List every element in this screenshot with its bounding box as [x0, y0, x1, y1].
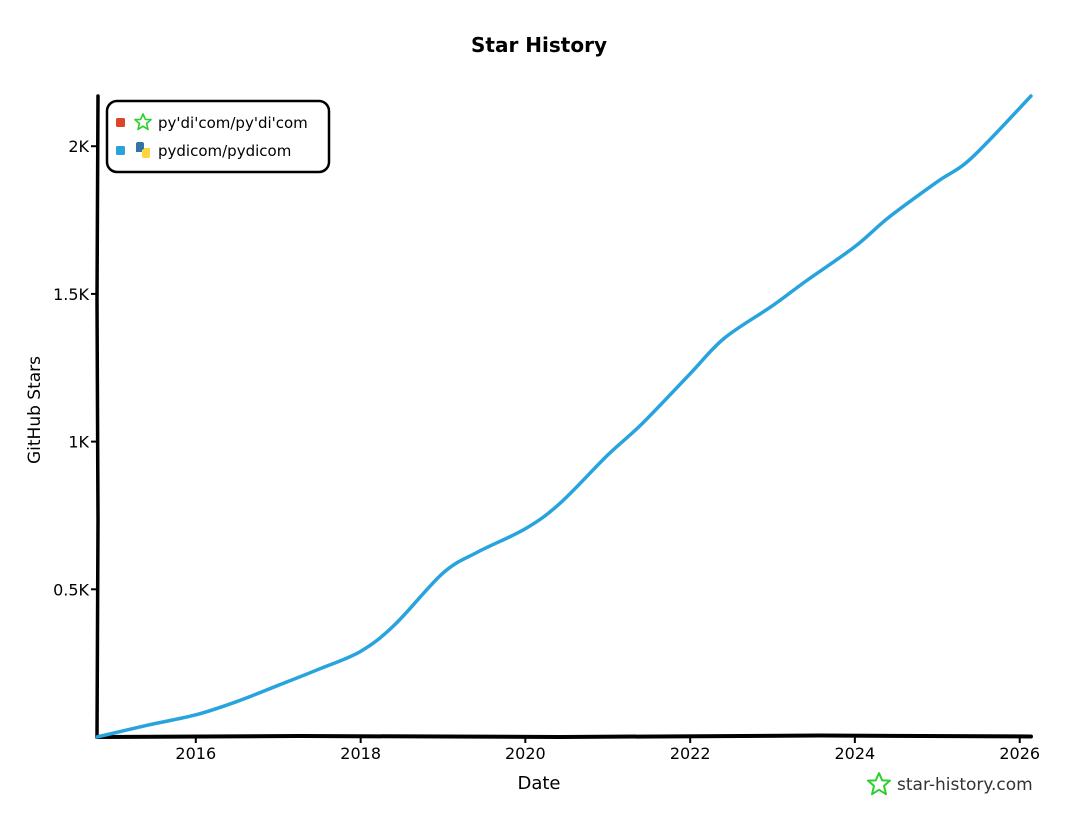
y-tick-label: 0.5K: [53, 580, 89, 599]
star-outline-icon: [134, 113, 152, 131]
series-layer: [95, 94, 1033, 739]
watermark: star-history.com: [867, 772, 1033, 796]
x-axis-label: Date: [517, 773, 560, 794]
x-tick-label: 2022: [670, 744, 711, 763]
x-tick-label: 2026: [999, 744, 1040, 763]
x-axis-line: [95, 733, 1033, 740]
x-tick-label: 2024: [834, 744, 875, 763]
y-axis-line: [95, 94, 100, 739]
series-line-2: [95, 94, 1033, 739]
legend-item-2: pydicom/pydicom: [116, 142, 291, 160]
legend-box: [105, 99, 331, 174]
legend-label-2: pydicom/pydicom: [158, 142, 291, 160]
y-axis-label: GitHub Stars: [25, 356, 45, 464]
legend: py'di'com/py'di'com pydicom/pydicom: [105, 99, 331, 174]
y-tick-label: 1.5K: [53, 285, 89, 304]
chart-title: Star History: [471, 33, 607, 57]
y-tick-label: 1K: [68, 433, 89, 452]
x-tick-label: 2018: [340, 744, 381, 763]
legend-item-1: py'di'com/py'di'com: [116, 113, 308, 132]
x-tick-label: 2020: [505, 744, 546, 763]
watermark-text[interactable]: star-history.com: [897, 775, 1033, 795]
legend-label-1: py'di'com/py'di'com: [158, 114, 308, 132]
x-tick-label: 2016: [175, 744, 216, 763]
python-logo-icon: [136, 142, 150, 158]
star-history-logo-icon: [867, 772, 891, 796]
legend-swatch-1: [116, 118, 125, 127]
x-ticks: 2016 2018 2020 2022 2024 2026: [175, 737, 1040, 763]
y-tick-label: 2K: [68, 137, 89, 156]
y-ticks: 0.5K 1K 1.5K 2K: [53, 137, 97, 599]
legend-swatch-2: [116, 146, 125, 155]
